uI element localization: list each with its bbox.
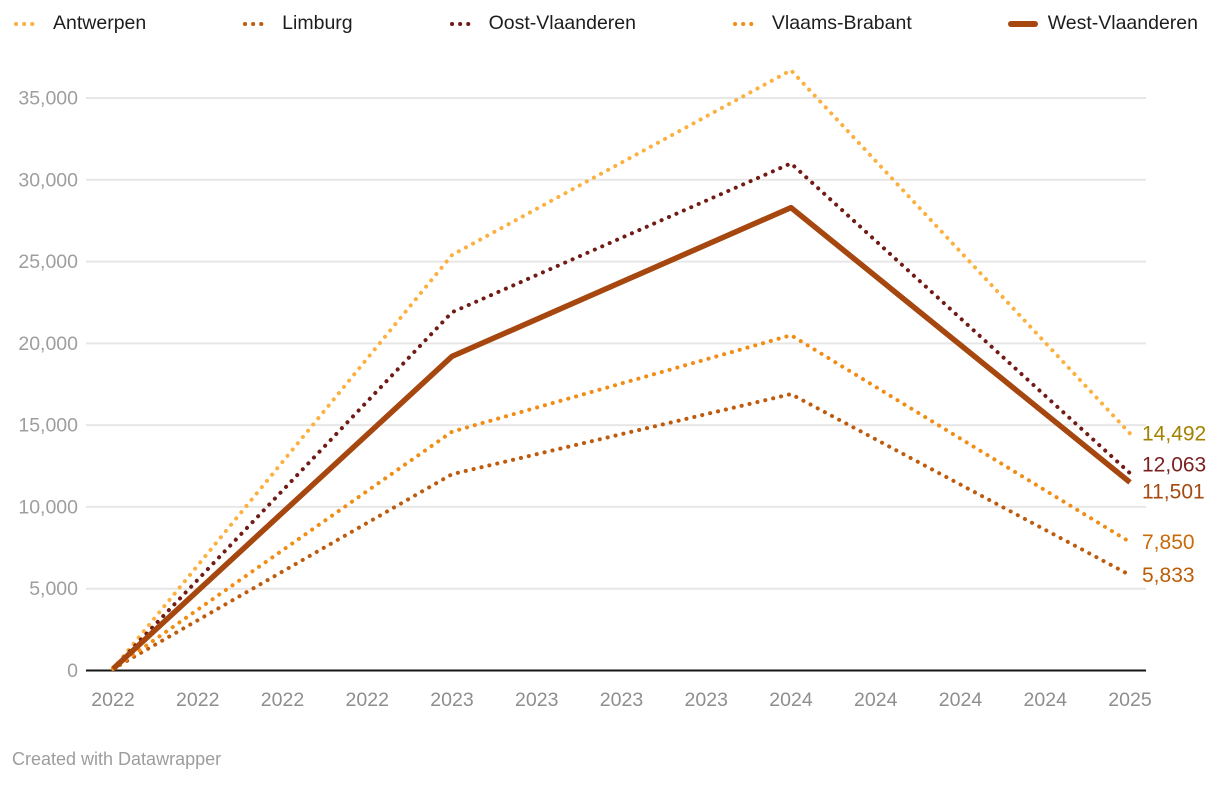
x-tick-label-10: 2024 [939,689,983,711]
x-tick-label-12: 2025 [1108,689,1152,711]
x-tick-label-9: 2024 [854,689,898,711]
y-tick-label: 25,000 [18,251,78,273]
y-tick-label: 15,000 [18,415,78,437]
legend-label: Antwerpen [53,12,147,34]
end-value-label-vlaams-brabant: 7,850 [1142,531,1195,554]
x-tick-label-0: 2022 [91,689,134,711]
x-tick-label-6: 2023 [600,689,643,711]
x-tick-label-5: 2023 [515,689,558,711]
x-tick-label-3: 2022 [346,689,389,711]
end-value-label-oost-vlaanderen: 12,063 [1142,453,1206,476]
x-tick-label-8: 2024 [769,689,813,711]
legend-label: Vlaams-Brabant [771,12,912,34]
x-tick-label-2: 2022 [261,689,304,711]
legend-label: Oost-Vlaanderen [488,12,636,34]
legend-item-west-vlaanderen: West-Vlaanderen [1007,12,1198,34]
end-value-label-limburg: 5,833 [1142,564,1195,587]
series-line-vlaams-brabant [111,333,1132,671]
y-tick-label: 20,000 [18,333,78,355]
y-tick-label: 0 [67,660,78,682]
legend-item-limburg: Limburg [241,12,353,34]
y-tick-label: 30,000 [18,169,78,191]
x-tick-label-1: 2022 [176,689,219,711]
series-line-antwerpen [111,67,1132,671]
series-line-west-vlaanderen [111,204,1132,671]
legend-swatch-west-vlaanderen-icon [1007,20,1038,27]
y-tick-label: 35,000 [18,88,78,110]
x-tick-label-7: 2023 [685,689,728,711]
series-line-oost-vlaanderen [111,161,1132,671]
legend-item-oost-vlaanderen: Oost-Vlaanderen [448,12,636,34]
y-tick-label: 5,000 [29,578,78,600]
end-value-label-antwerpen: 14,492 [1142,422,1206,445]
attribution-text: Created with Datawrapper [12,749,222,769]
legend-item-antwerpen: Antwerpen [12,12,147,34]
x-tick-label-11: 2024 [1024,689,1068,711]
legend: Antwerpen Limburg Oost-Vlaanderen Vlaams-Br… [0,12,1208,34]
series-line-limburg [111,391,1132,671]
x-tick-label-4: 2023 [430,689,473,711]
legend-label: West-Vlaanderen [1047,12,1198,34]
y-tick-label: 10,000 [18,496,78,518]
legend-label: Limburg [282,12,353,34]
end-value-label-west-vlaanderen: 11,501 [1142,480,1205,503]
attribution: Created with Datawrapper [12,749,221,770]
legend-item-vlaams-brabant: Vlaams-Brabant [731,12,912,34]
